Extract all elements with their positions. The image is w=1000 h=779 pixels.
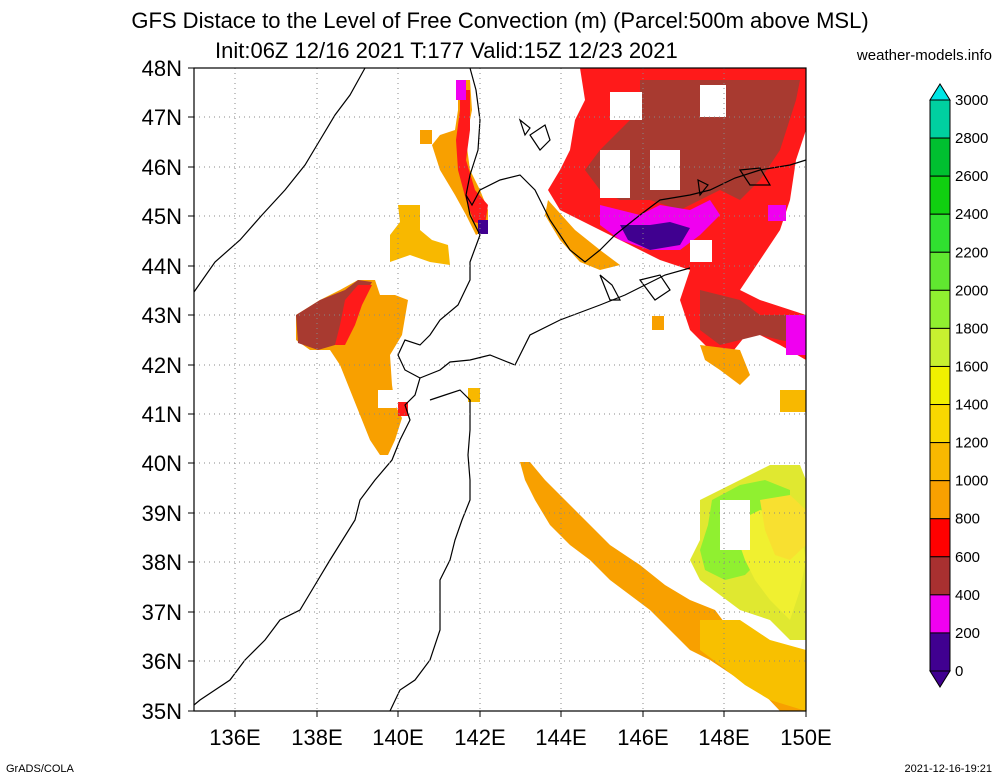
lon-label: 140E <box>372 725 423 750</box>
lat-label: 46N <box>142 155 182 180</box>
colorbar-label: 1400 <box>955 397 988 414</box>
lat-label: 39N <box>142 501 182 526</box>
colorbar-label: 2800 <box>955 130 988 147</box>
lat-label: 43N <box>142 303 182 328</box>
colorbar-box <box>929 365 951 406</box>
colorbar-box <box>929 137 951 177</box>
lat-label: 41N <box>142 402 182 427</box>
lon-label: 142E <box>454 725 505 750</box>
colorbar-label: 1000 <box>955 473 988 490</box>
lat-label: 35N <box>142 699 182 724</box>
lat-label: 37N <box>142 600 182 625</box>
cape-shading <box>296 68 806 711</box>
map-title: GFS Distace to the Level of Free Convect… <box>131 8 869 33</box>
colorbar-label: 400 <box>955 587 980 604</box>
colorbar-label: 2600 <box>955 168 988 185</box>
colorbar-box <box>929 99 951 139</box>
colorbar-box <box>929 404 951 444</box>
colorbar-box <box>929 594 951 634</box>
map-subtitle: Init:06Z 12/16 2021 T:177 Valid:15Z 12/2… <box>215 38 678 63</box>
lon-label: 146E <box>617 725 668 750</box>
axis-ticks <box>188 67 807 717</box>
lat-label: 47N <box>142 105 182 130</box>
lon-label: 136E <box>209 725 260 750</box>
colorbar-label: 800 <box>955 511 980 528</box>
lat-label: 42N <box>142 353 182 378</box>
colorbar-box <box>929 175 951 215</box>
lat-labels: 48N 47N 46N 45N 44N 43N 42N 41N 40N 39N … <box>142 56 182 724</box>
colorbar-label: 2400 <box>955 206 988 223</box>
lat-label: 36N <box>142 649 182 674</box>
colorbar-label: 1800 <box>955 320 988 337</box>
colorbar-bottom-arrow <box>929 670 951 688</box>
colorbar-box <box>929 632 951 672</box>
colorbar-label: 600 <box>955 549 980 566</box>
map-frame <box>193 67 807 712</box>
colorbar-label: 200 <box>955 625 980 642</box>
lon-labels: 136E 138E 140E 142E 144E 146E 148E 150E <box>209 725 831 750</box>
colorbar-box <box>929 327 951 367</box>
colorbar-label: 2200 <box>955 244 988 261</box>
colorbar-box <box>929 556 951 596</box>
colorbar-box <box>929 251 951 291</box>
colorbar-box <box>929 518 951 558</box>
colorbar-label: 2000 <box>955 282 988 299</box>
footer-credit: GrADS/COLA <box>6 763 74 775</box>
lat-label: 38N <box>142 550 182 575</box>
colorbar-label: 1600 <box>955 358 988 375</box>
colorbar-box <box>929 213 951 253</box>
colorbar-box <box>929 442 951 482</box>
coastline <box>193 67 807 712</box>
map-grid <box>194 68 806 711</box>
site-credit: weather-models.info <box>856 47 992 64</box>
lon-label: 138E <box>291 725 342 750</box>
lon-label: 150E <box>780 725 831 750</box>
lat-label: 45N <box>142 204 182 229</box>
lon-label: 148E <box>698 725 749 750</box>
colorbar-top-arrow <box>929 83 951 101</box>
colorbar-label: 1200 <box>955 435 988 452</box>
lat-label: 48N <box>142 56 182 81</box>
lat-label: 44N <box>142 254 182 279</box>
lat-label: 40N <box>142 451 182 476</box>
colorbar: 3000280026002400220020001800160014001200… <box>929 83 988 688</box>
colorbar-box <box>929 289 951 329</box>
colorbar-label: 0 <box>955 663 963 680</box>
lon-label: 144E <box>535 725 586 750</box>
colorbar-label: 3000 <box>955 92 988 109</box>
colorbar-box <box>929 480 951 520</box>
footer-timestamp: 2021-12-16-19:21 <box>904 763 992 775</box>
